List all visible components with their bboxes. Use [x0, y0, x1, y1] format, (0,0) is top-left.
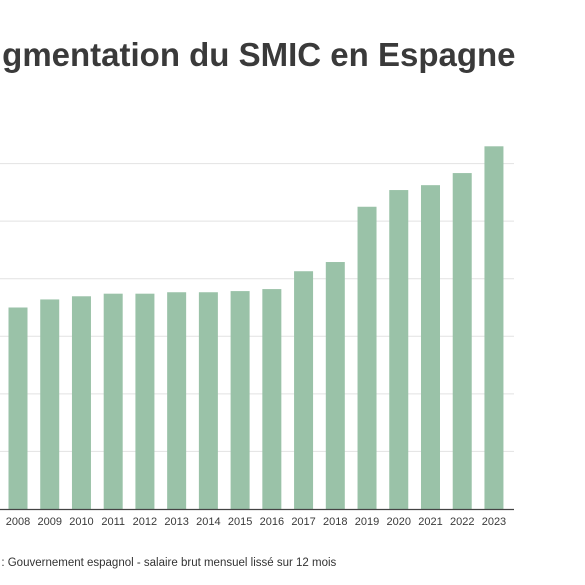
x-tick-label: 2018 [323, 516, 347, 528]
bar-2014 [198, 292, 218, 509]
x-tick-label: 2016 [260, 516, 284, 528]
x-tick-label: 2014 [196, 516, 220, 528]
x-tick-label: 2023 [482, 516, 506, 528]
bar-2010 [71, 296, 91, 509]
x-tick-label: 2021 [418, 516, 442, 528]
x-tick-label: 2013 [164, 516, 188, 528]
bar-2020 [389, 190, 409, 509]
bar-2009 [40, 299, 60, 509]
bar-2018 [325, 262, 345, 509]
x-tick-label: 2011 [101, 516, 125, 528]
bar-2022 [452, 173, 472, 509]
chart-title: ugmentation du SMIC en Espagne [0, 36, 516, 73]
x-tick-label: 2017 [291, 516, 315, 528]
bar-2016 [262, 289, 282, 509]
x-tick-label: 2019 [355, 516, 379, 528]
x-tick-label: 2012 [133, 516, 157, 528]
x-tick-label: 2020 [387, 516, 411, 528]
x-tick-labels: 2008 2009 2010 2011 2012 2013 2014 2015 2016 2017… [6, 516, 506, 528]
x-tick-label: 2009 [37, 516, 61, 528]
bar-2011 [103, 293, 123, 509]
bar-2008 [8, 307, 28, 509]
x-tick-label: 2015 [228, 516, 252, 528]
bar-2021 [420, 185, 440, 510]
source-note: ce : Gouvernement espagnol - salaire bru… [0, 557, 337, 569]
x-tick-label: 2010 [69, 516, 93, 528]
x-tick-label: 2008 [6, 516, 30, 528]
bar-2012 [135, 293, 155, 509]
bar-2015 [230, 291, 250, 509]
bar-2017 [294, 271, 314, 509]
bar-2019 [357, 206, 377, 509]
bars [8, 146, 504, 510]
x-tick-label: 2022 [450, 516, 474, 528]
bar-2013 [167, 292, 187, 509]
bar-2023 [484, 146, 504, 510]
